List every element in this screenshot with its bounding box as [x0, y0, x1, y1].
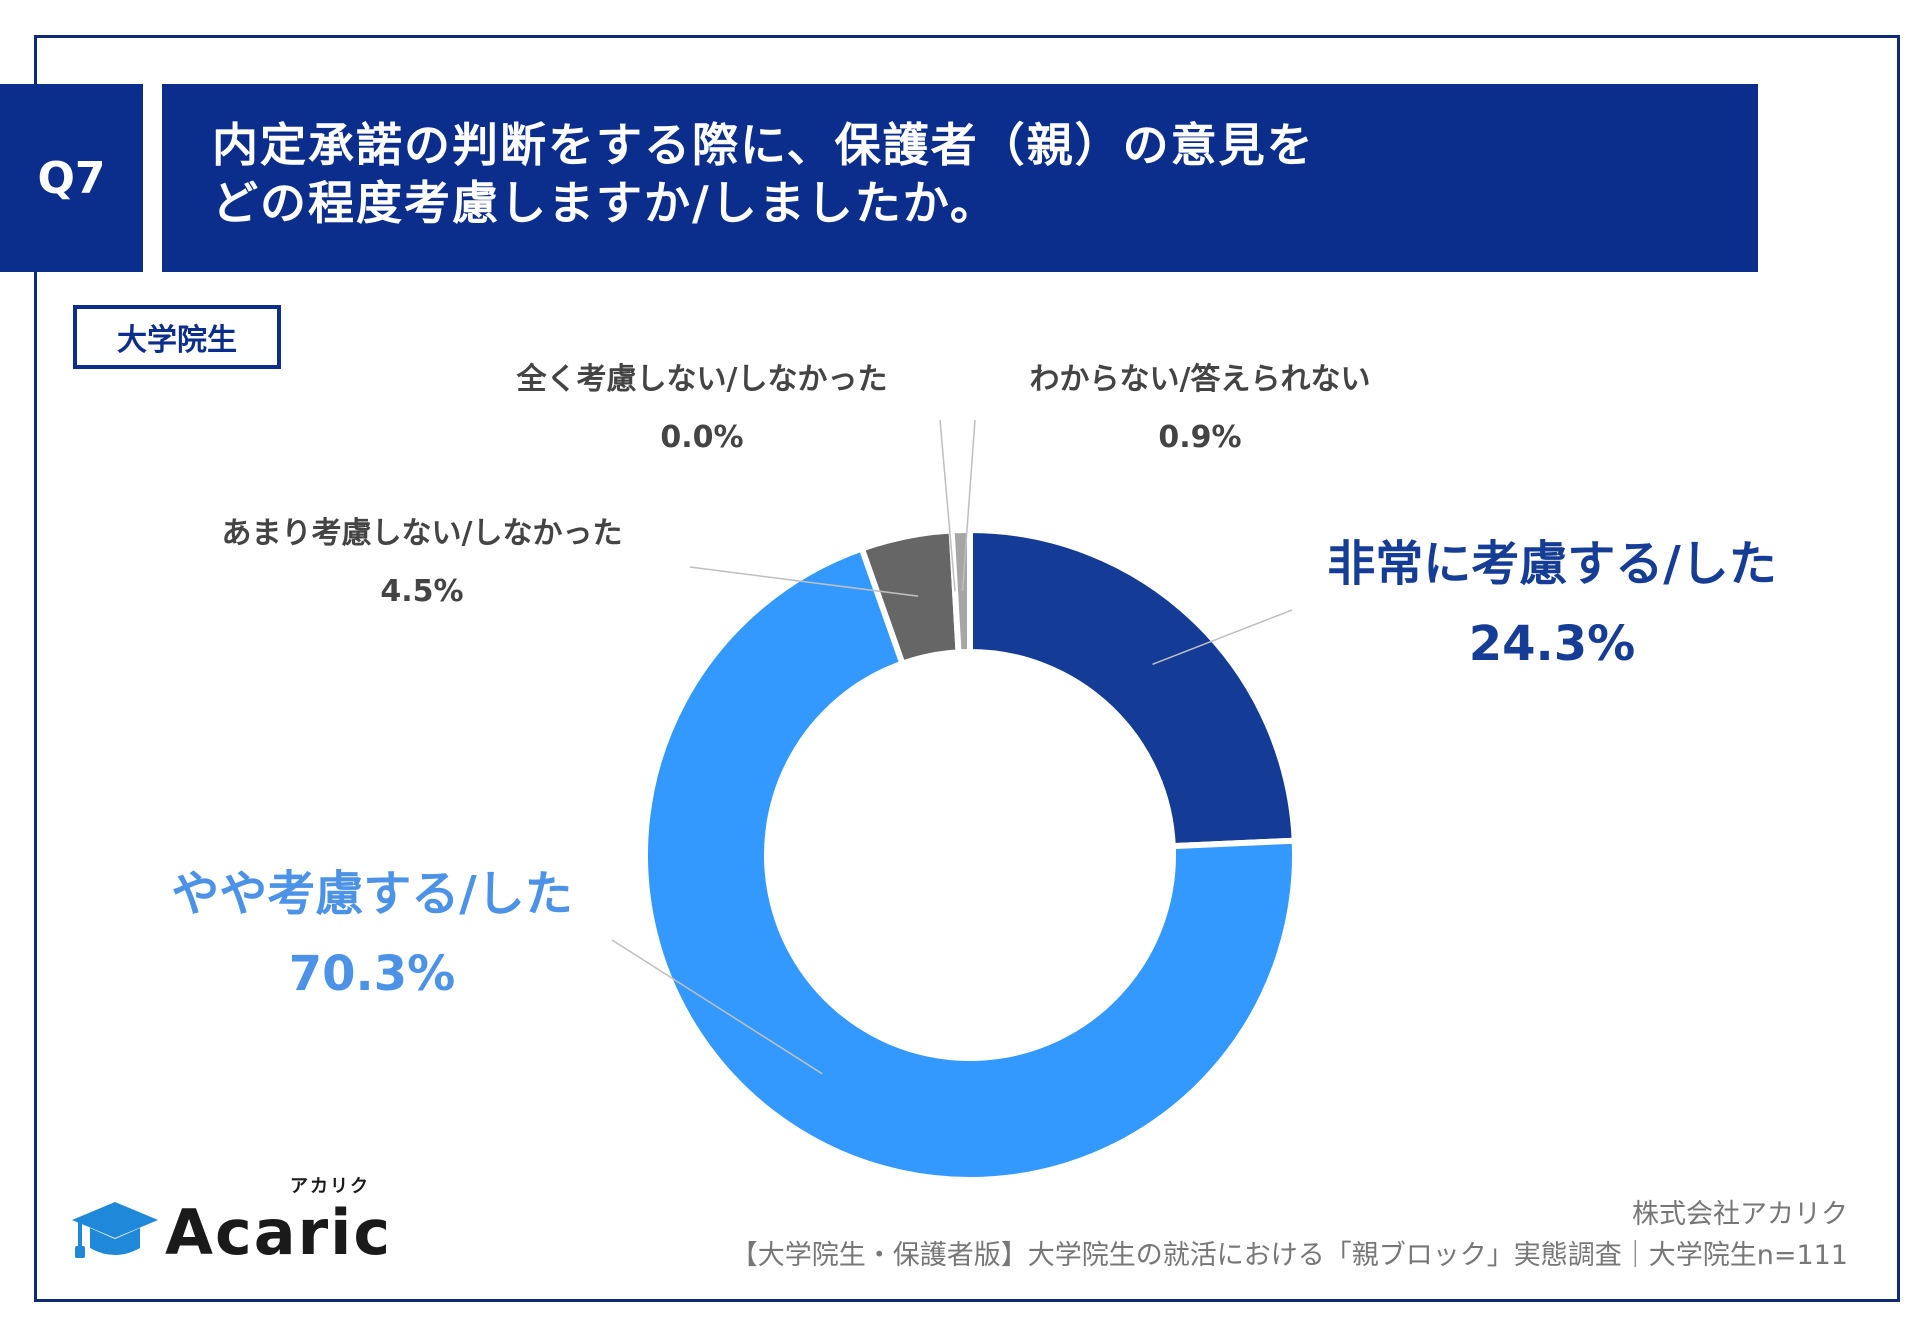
title-line-1: 内定承諾の判断をする際に、保護者（親）の意見を — [212, 118, 1315, 172]
leader-line — [611, 939, 823, 1075]
logo-text: Acaric — [165, 1196, 393, 1269]
slice-name: 全く考慮しない/しなかった — [516, 362, 888, 397]
logo-kana: アカリク — [290, 1176, 370, 1197]
leader-line — [961, 419, 976, 592]
acaric-logo: アカリク Acaric — [70, 1176, 393, 1269]
slice-label-very: 非常に考慮する/した 24.3% — [1312, 536, 1792, 672]
slice-label-dont-know: わからない/答えられない 0.9% — [950, 360, 1450, 458]
slice-name: あまり考慮しない/しなかった — [221, 516, 623, 551]
slice-value: 0.0% — [660, 420, 744, 455]
slice-somewhat — [642, 544, 1299, 1183]
title-line-2: どの程度考慮しますか/しましたか。 — [212, 176, 998, 230]
slice-label-not-much: あまり考慮しない/しなかった 4.5% — [172, 514, 672, 612]
survey-source: 【大学院生・保護者版】大学院生の就活における「親ブロック」実態調査｜大学院生n=… — [730, 1240, 1848, 1271]
slice-value: 0.9% — [1158, 420, 1242, 455]
outer-frame — [34, 35, 1900, 1302]
slice-value: 24.3% — [1468, 616, 1636, 672]
question-title: 内定承諾の判断をする際に、保護者（親）の意見を どの程度考慮しますか/しましたか… — [162, 84, 1758, 272]
graduation-cap-icon — [72, 1202, 158, 1258]
slice-label-not-at-all: 全く考慮しない/しなかった 0.0% — [452, 360, 952, 458]
slice-name: わからない/答えられない — [1029, 362, 1371, 397]
slice-value: 70.3% — [288, 946, 456, 1002]
slice-name: 非常に考慮する/した — [1327, 536, 1777, 592]
leader-line — [939, 419, 956, 592]
company-name: 株式会社アカリク — [1632, 1199, 1848, 1230]
slice-name: やや考慮する/した — [171, 866, 573, 922]
slice-label-somewhat: やや考慮する/した 70.3% — [132, 866, 612, 1002]
slice-value: 4.5% — [380, 574, 464, 609]
leader-line — [1152, 609, 1293, 665]
slice-very — [967, 526, 1298, 850]
question-number: Q7 — [0, 84, 143, 272]
leader-line — [689, 566, 919, 597]
respondent-tag: 大学院生 — [73, 305, 281, 369]
